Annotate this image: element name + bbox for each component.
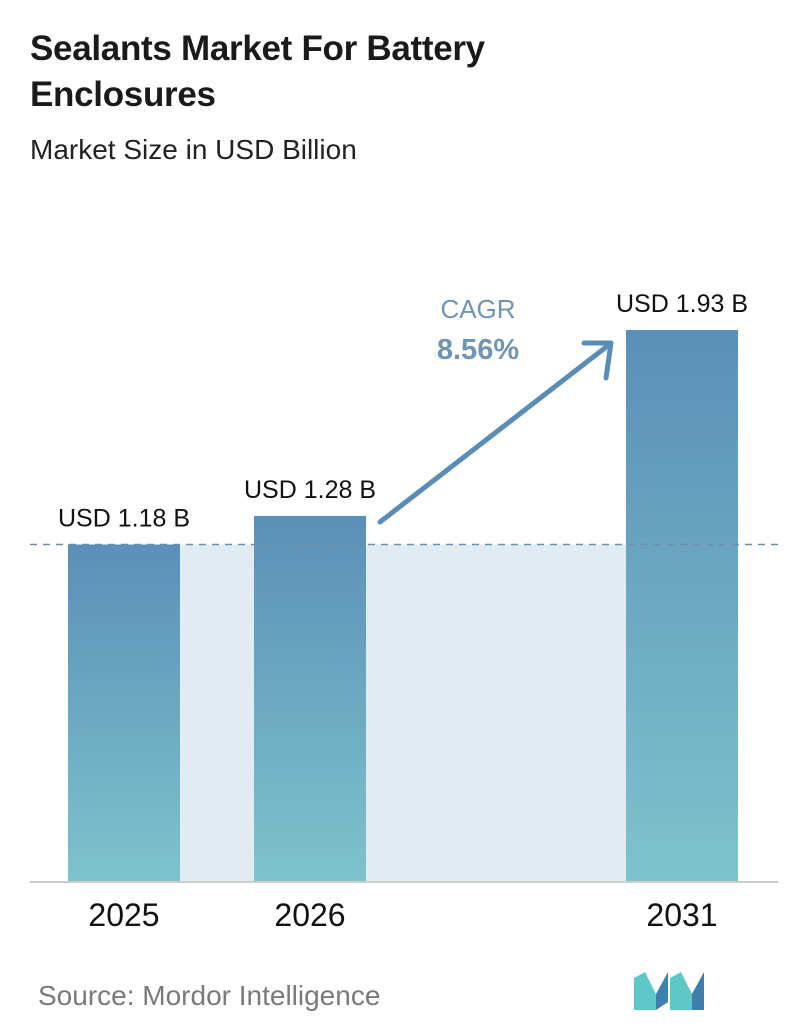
cagr-arrow-shaft <box>377 341 613 525</box>
x-tick-label-2026: 2026 <box>274 897 345 933</box>
page-title: Sealants Market For Battery Enclosures <box>30 26 485 118</box>
cagr-label: CAGR <box>440 294 515 324</box>
title-line-2: Enclosures <box>30 75 216 114</box>
chart-subtitle: Market Size in USD Billion <box>30 134 357 165</box>
source-credit: Source: Mordor Intelligence <box>38 980 381 1011</box>
cagr-arrow-head-icon <box>581 340 614 381</box>
bar-2025 <box>68 544 180 882</box>
mordor-intelligence-logo-icon <box>634 972 704 1010</box>
x-tick-label-2031: 2031 <box>646 897 717 933</box>
bar-chart: USD 1.18 B 2025 USD 1.28 B 2026 USD 1.93 B 20… <box>30 290 778 933</box>
bar-2026 <box>254 515 366 882</box>
x-tick-label-2025: 2025 <box>88 897 159 933</box>
value-label-2031: USD 1.93 B <box>616 290 748 318</box>
title-line-1: Sealants Market For Battery <box>30 29 485 68</box>
value-label-2025: USD 1.18 B <box>58 505 190 533</box>
bar-2031 <box>626 330 738 882</box>
cagr-value: 8.56% <box>437 334 519 366</box>
value-label-2026: USD 1.28 B <box>244 476 376 504</box>
